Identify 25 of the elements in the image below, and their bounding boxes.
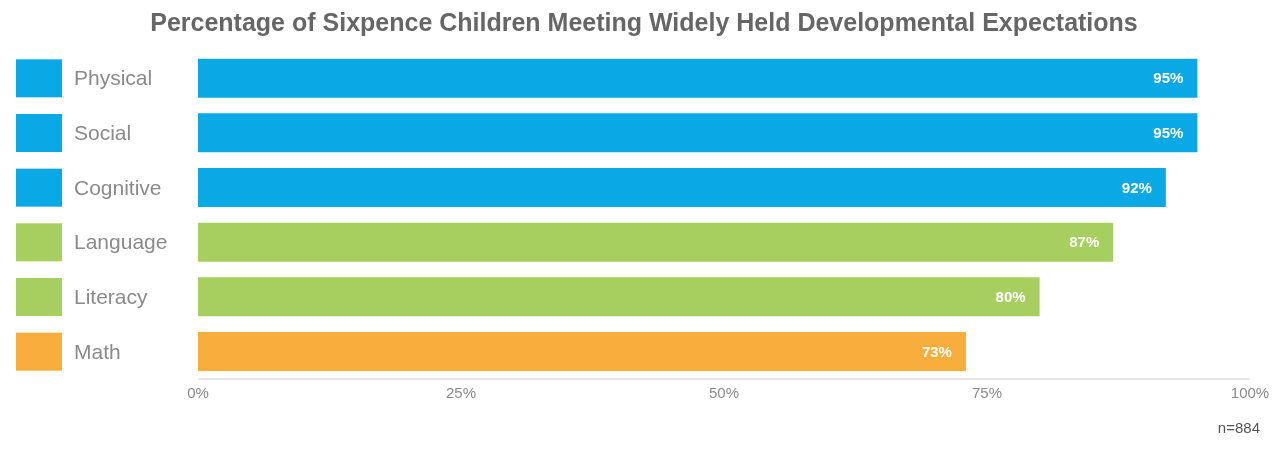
y-tick-label: Literacy [74, 285, 149, 308]
x-tick-label: 100% [1230, 383, 1270, 401]
x-tick-label: 50% [708, 383, 740, 401]
x-tick-label: 25% [445, 383, 477, 401]
x-tick-label: 0% [187, 383, 209, 401]
x-tick-label: 75% [971, 383, 1003, 401]
data-label: 73% [921, 342, 952, 360]
chart-title: Percentage of Sixpence Children Meeting Widely Held Developmental Expectations [149, 8, 1139, 37]
y-tick-label: Social [74, 121, 132, 144]
text: n=884 [1216, 419, 1260, 436]
data-label: 95% [1153, 69, 1184, 87]
bar [198, 167, 1166, 207]
bar [198, 222, 1114, 262]
data-label: 87% [1069, 233, 1100, 251]
bar [198, 331, 966, 371]
y-tick-label: Language [74, 230, 168, 254]
y-tick-label: Cognitive [74, 175, 162, 199]
data-label: 92% [1121, 178, 1152, 196]
bar [198, 58, 1198, 98]
data-label: 80% [995, 288, 1026, 306]
data-label: 95% [1153, 124, 1184, 142]
bar [198, 113, 1198, 153]
y-tick-label: Physical [74, 66, 153, 90]
bar [198, 277, 1040, 317]
y-tick-label: Math [74, 339, 121, 363]
